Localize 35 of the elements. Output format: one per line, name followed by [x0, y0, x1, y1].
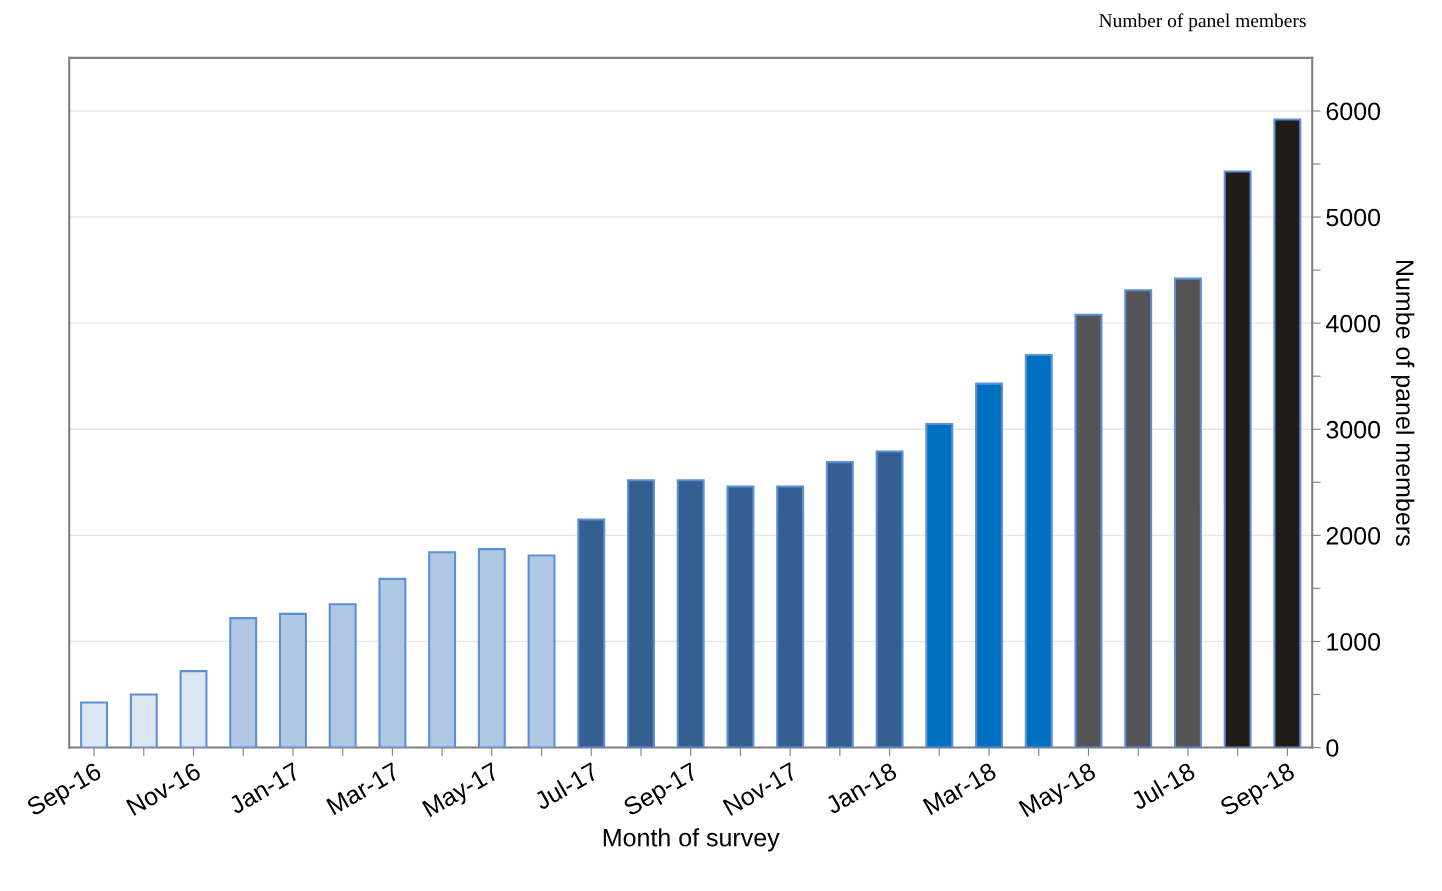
bar	[726, 485, 755, 748]
bar	[328, 603, 357, 748]
bar	[577, 518, 606, 748]
bar	[80, 701, 109, 748]
bar	[179, 670, 208, 748]
y-tick-label: 6000	[1326, 102, 1381, 121]
y-tick-label: 0	[1326, 739, 1339, 757]
bar	[278, 612, 307, 748]
y-tick-label: 3000	[1326, 420, 1381, 439]
bar	[428, 551, 457, 748]
bar	[925, 422, 954, 748]
y-tick-label: 2000	[1326, 526, 1381, 545]
bar	[229, 617, 258, 748]
bar	[477, 548, 506, 748]
bar	[825, 461, 854, 748]
bar	[1223, 170, 1252, 748]
y-tick-label: 4000	[1325, 314, 1381, 333]
bar	[129, 693, 158, 748]
bar	[975, 382, 1004, 748]
bar	[1074, 313, 1103, 748]
bar	[627, 479, 655, 748]
bar	[875, 450, 904, 748]
y-tick-label: 1000	[1327, 633, 1381, 651]
bar	[1024, 353, 1053, 748]
bar	[1273, 118, 1302, 748]
y-axis-title: Numbe of panel members	[1391, 260, 1415, 546]
text: Number of panel members	[1099, 13, 1306, 32]
bar	[378, 577, 407, 748]
bar	[527, 554, 556, 748]
bar	[1124, 289, 1153, 748]
y-tick-label: 5000	[1326, 208, 1381, 227]
bar	[776, 485, 805, 748]
bar	[1173, 277, 1202, 748]
bar	[676, 479, 705, 748]
x-axis-title: Month of survey	[603, 828, 780, 852]
